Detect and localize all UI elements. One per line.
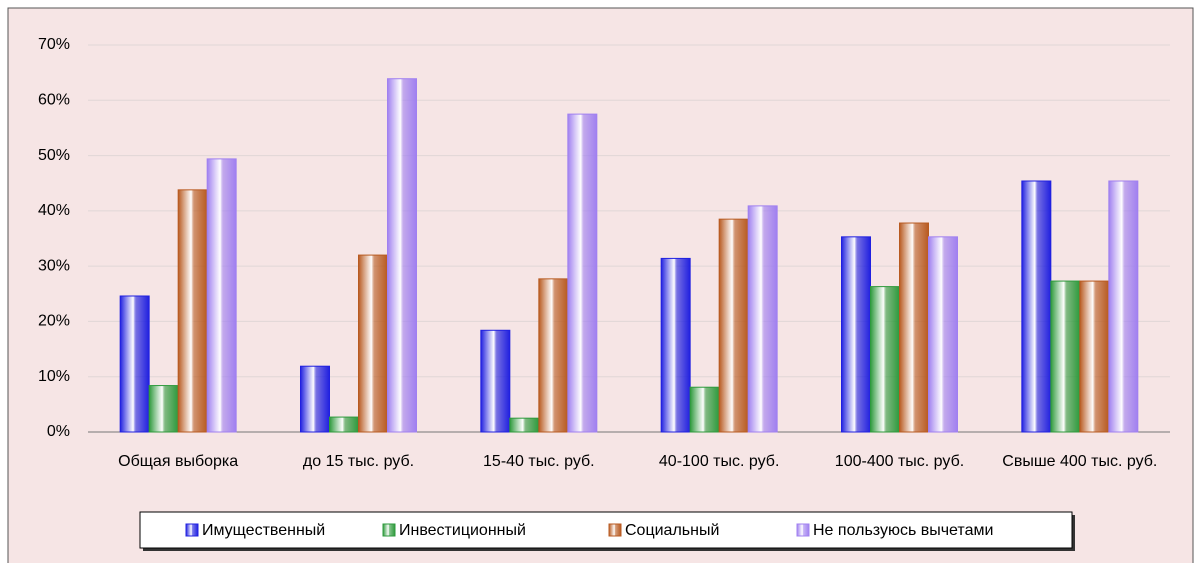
legend-swatch bbox=[382, 523, 396, 537]
legend-swatch bbox=[608, 523, 622, 537]
bar bbox=[899, 222, 929, 433]
bar bbox=[660, 257, 691, 433]
bar bbox=[747, 205, 778, 433]
legend-label: Инвестиционный bbox=[399, 522, 526, 539]
x-tick-label: 100-400 тыс. руб. bbox=[834, 453, 965, 470]
bar bbox=[119, 295, 150, 433]
legend-label: Имущественный bbox=[202, 522, 325, 539]
bar bbox=[358, 254, 388, 433]
y-tick-label: 40% bbox=[38, 202, 70, 219]
bar bbox=[928, 236, 958, 433]
bar bbox=[1021, 180, 1052, 433]
bar bbox=[718, 218, 749, 433]
y-tick-label: 70% bbox=[38, 36, 70, 53]
y-tick-label: 20% bbox=[38, 313, 70, 330]
bar bbox=[567, 113, 598, 433]
bar bbox=[177, 189, 208, 433]
x-tick-label: Общая выборка bbox=[118, 453, 239, 470]
bar bbox=[387, 78, 417, 433]
y-tick-label: 30% bbox=[38, 257, 70, 274]
y-tick-label: 50% bbox=[38, 147, 70, 164]
bar bbox=[206, 158, 237, 433]
x-tick-label: 15-40 тыс. руб. bbox=[483, 453, 595, 470]
x-tick-label: до 15 тыс. руб. bbox=[302, 453, 415, 470]
bar bbox=[329, 416, 359, 433]
bar bbox=[1050, 280, 1081, 433]
bar bbox=[148, 385, 179, 433]
bar bbox=[538, 278, 569, 433]
legend-swatch bbox=[185, 523, 199, 537]
y-tick-label: 10% bbox=[38, 368, 70, 385]
bar bbox=[841, 236, 871, 433]
bar bbox=[870, 286, 900, 433]
y-tick-label: 0% bbox=[47, 423, 70, 440]
bar bbox=[689, 386, 720, 433]
legend-swatch bbox=[796, 523, 810, 537]
legend-label: Не пользуюсь вычетами bbox=[813, 522, 993, 539]
bar bbox=[480, 329, 511, 433]
bar bbox=[300, 365, 330, 433]
bar bbox=[1108, 180, 1139, 433]
y-tick-label: 60% bbox=[38, 92, 70, 109]
legend bbox=[139, 511, 1073, 549]
bar bbox=[1079, 280, 1110, 433]
x-tick-label: Свыше 400 тыс. руб. bbox=[1002, 453, 1158, 470]
legend-label: Социальный bbox=[625, 522, 719, 539]
bar bbox=[509, 417, 540, 433]
x-tick-label: 40-100 тыс. руб. bbox=[658, 453, 780, 470]
